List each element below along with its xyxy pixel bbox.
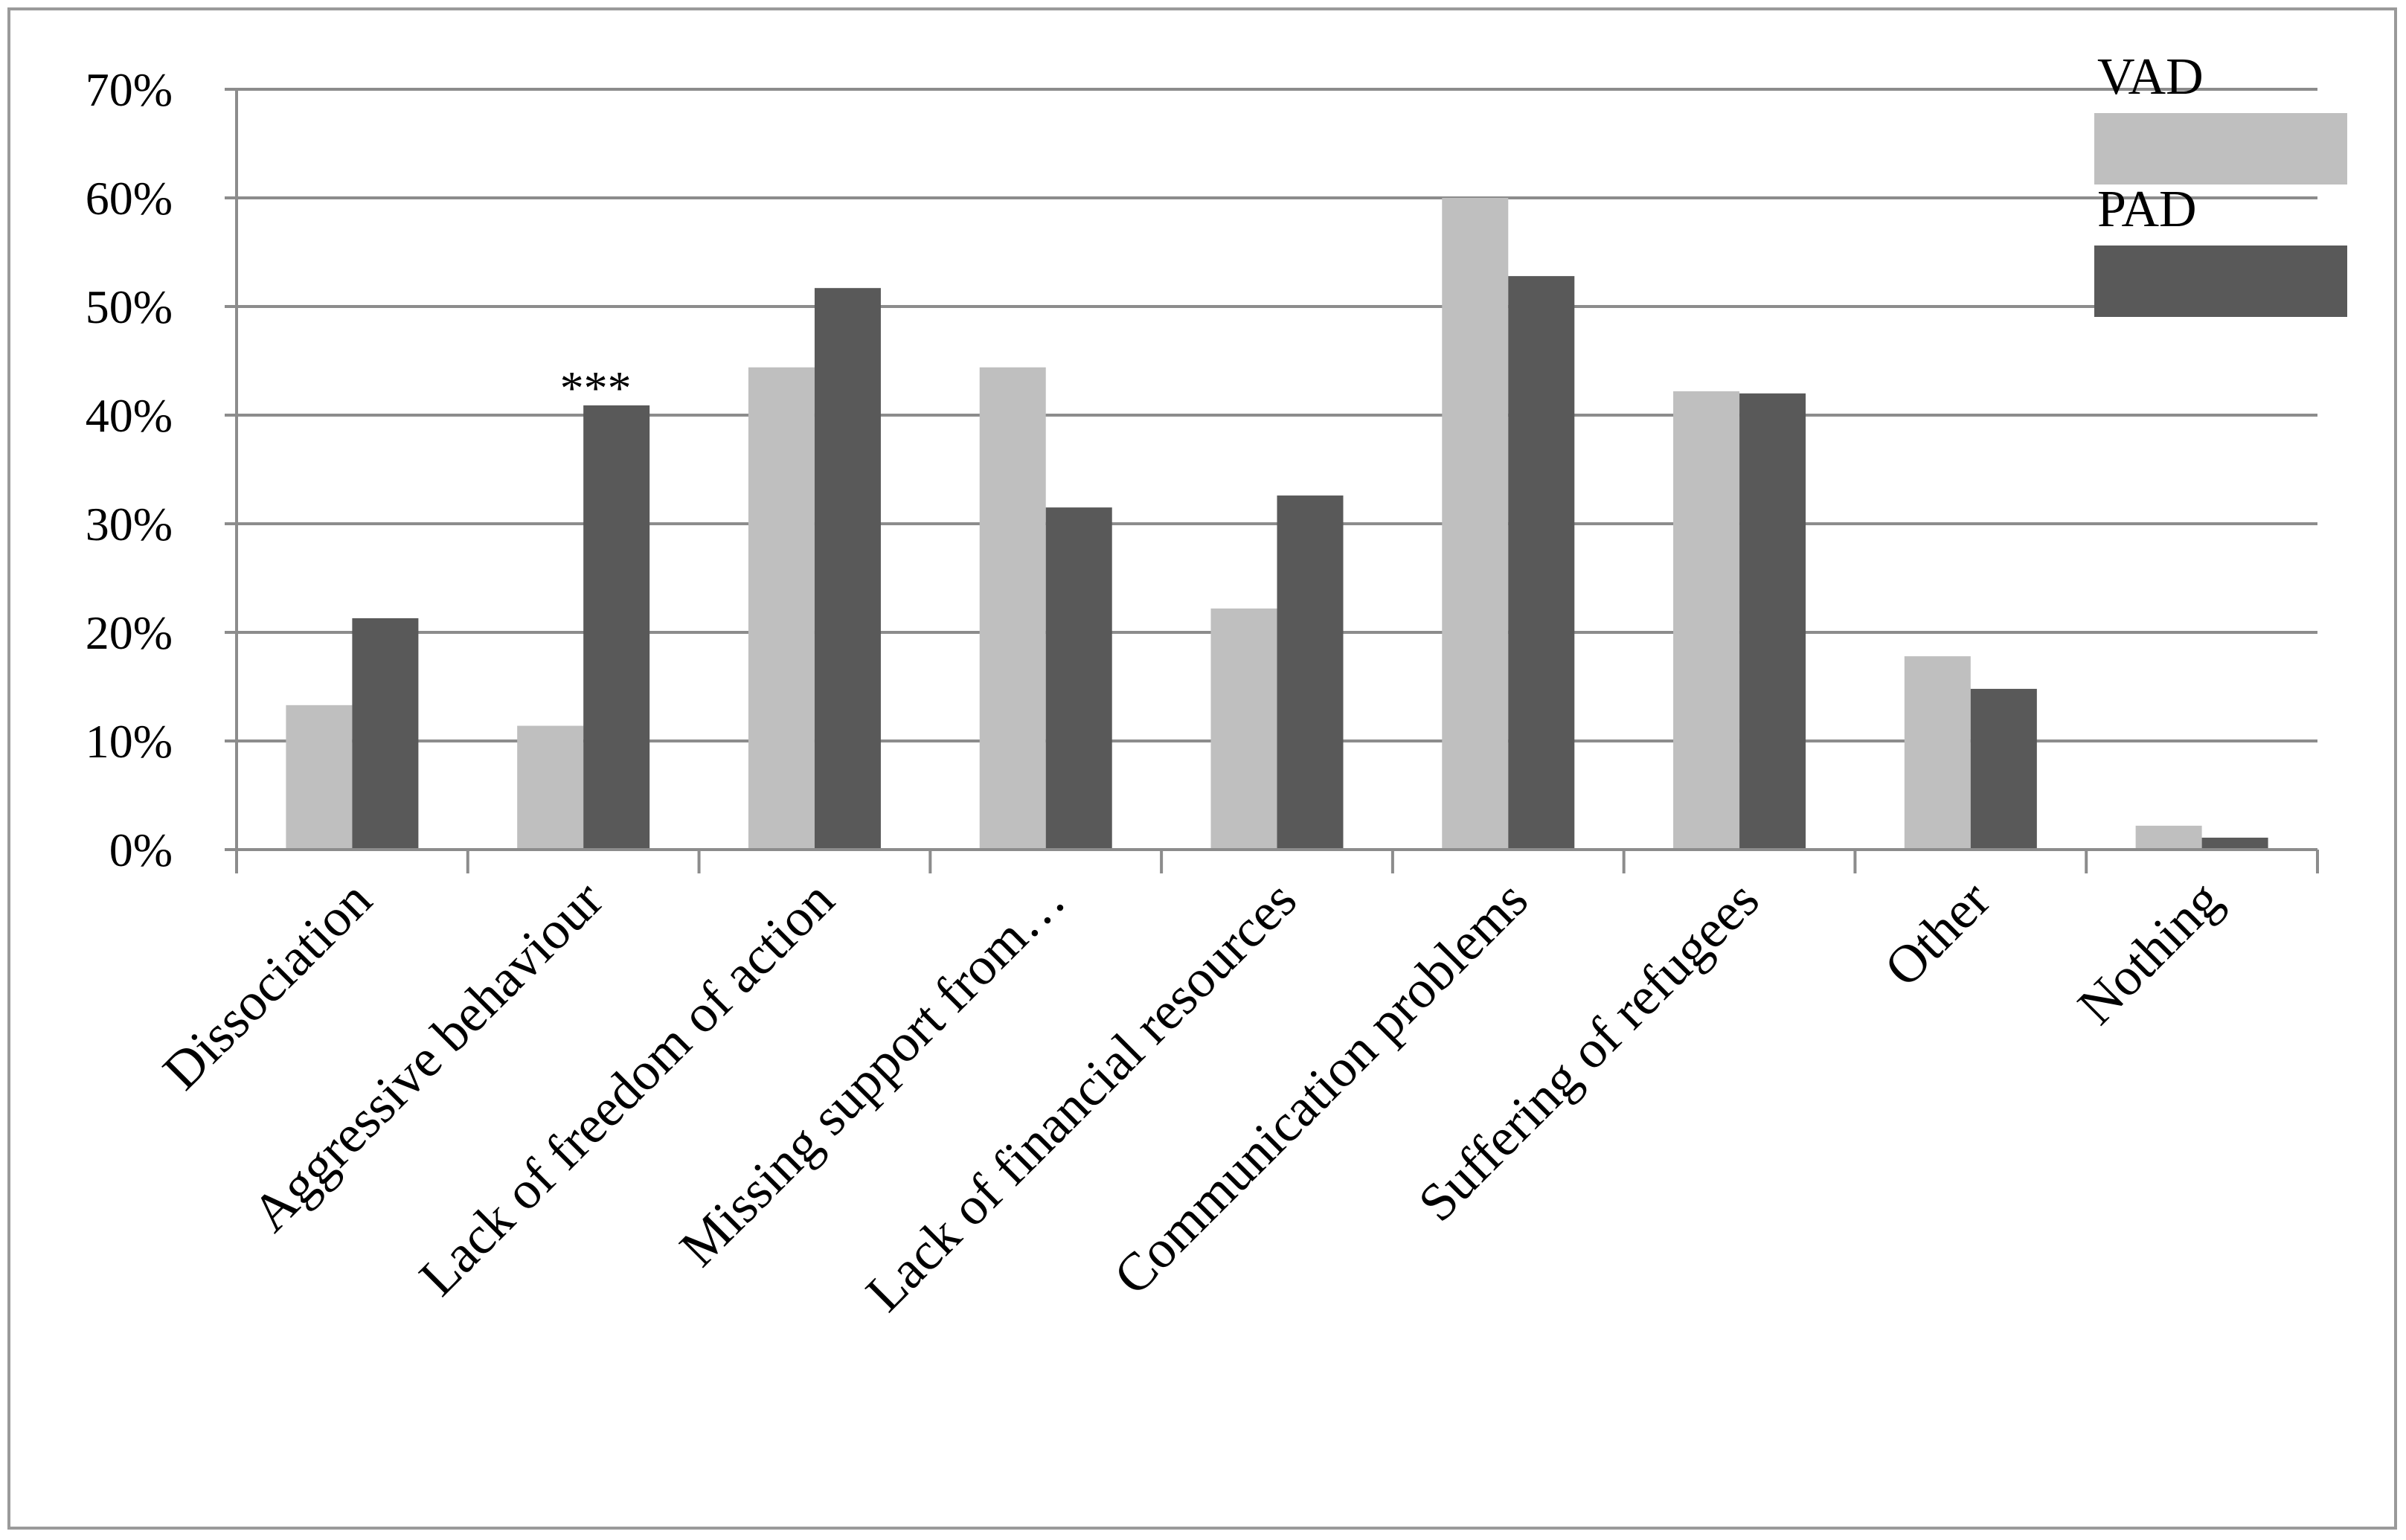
legend-swatch-vad (2094, 113, 2347, 185)
bar-pad (1045, 507, 1112, 850)
bar-vad (1673, 391, 1740, 850)
bar-vad (748, 367, 815, 850)
bar-vad (517, 725, 584, 850)
bar-pad (352, 618, 419, 850)
bar-pad (1970, 688, 2037, 850)
bar-pad (1277, 495, 1344, 850)
bar-vad (1210, 608, 1277, 850)
y-tick-label: 10% (86, 715, 173, 768)
significance-annotation: *** (560, 362, 632, 414)
y-tick-labels: 0% 10% 20% 30% 40% 50% 60% 70% (86, 63, 173, 876)
bars (286, 198, 2268, 850)
y-tick-label: 70% (86, 63, 173, 116)
y-tick-label: 20% (86, 606, 173, 659)
bar-vad (1442, 198, 1509, 850)
bar-pad (1739, 393, 1806, 850)
y-tick-label: 40% (86, 389, 173, 442)
bar-vad (1904, 656, 1971, 850)
annotations: *** (560, 362, 632, 414)
axes (225, 88, 2319, 873)
y-tick-label: 0% (109, 824, 173, 876)
legend: VAD PAD (2094, 48, 2347, 317)
legend-swatch-pad (2094, 246, 2347, 317)
bar-pad (1508, 276, 1575, 850)
bar-vad (979, 367, 1046, 850)
bar-pad (814, 288, 881, 850)
legend-label-pad: PAD (2097, 181, 2197, 238)
bar-vad (286, 705, 353, 850)
bar-pad (2201, 837, 2268, 850)
y-tick-label: 30% (86, 498, 173, 551)
bar-pad (583, 405, 650, 850)
y-tick-label: 60% (86, 172, 173, 225)
y-tick-label: 50% (86, 280, 173, 333)
bar-vad (2135, 825, 2202, 850)
legend-label-vad: VAD (2097, 48, 2204, 106)
